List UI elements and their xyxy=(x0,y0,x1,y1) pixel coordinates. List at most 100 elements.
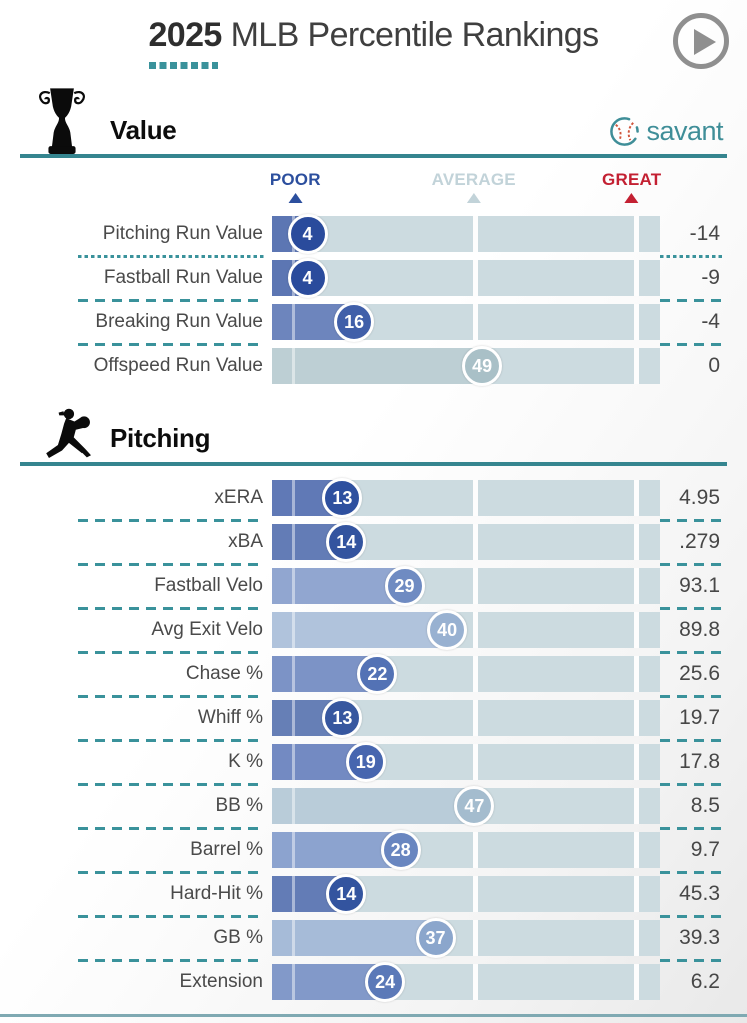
metric-row: xERA 13 4.95 xyxy=(0,476,747,522)
percentile-badge: 13 xyxy=(322,698,363,738)
metric-label: Fastball Velo xyxy=(154,575,263,596)
average-arrow-icon xyxy=(466,193,481,203)
track-divider-50 xyxy=(472,656,478,692)
percentile-bar[interactable]: 14 xyxy=(272,522,660,562)
savant-logo-text: savant xyxy=(646,116,723,146)
play-button[interactable] xyxy=(673,13,729,69)
scale-great: GREAT xyxy=(602,170,661,203)
metric-value: 0 xyxy=(708,354,720,377)
track-divider-50 xyxy=(472,216,478,252)
track-divider-50 xyxy=(472,304,478,340)
track-divider-50 xyxy=(472,832,478,868)
bar-fill xyxy=(272,348,485,384)
poor-arrow-icon xyxy=(288,193,303,203)
track-divider-95 xyxy=(633,480,639,516)
metric-label: Extension xyxy=(179,971,263,992)
percentile-bar[interactable]: 14 xyxy=(272,874,660,914)
bar-fill xyxy=(272,568,407,604)
metric-label: Chase % xyxy=(185,663,263,684)
percentile-badge: 24 xyxy=(365,962,406,1002)
metric-row: Avg Exit Velo 40 89.8 xyxy=(0,608,747,654)
percentile-bar[interactable]: 37 xyxy=(272,918,660,958)
percentile-badge: 47 xyxy=(454,786,495,826)
page-title: 2025 MLB Percentile Rankings xyxy=(0,16,747,69)
metric-value: 19.7 xyxy=(679,706,720,729)
scale-average: AVERAGE xyxy=(432,170,516,203)
percentile-bar[interactable]: 19 xyxy=(272,742,660,782)
metric-value: 8.5 xyxy=(690,794,720,817)
title-text: MLB Percentile Rankings xyxy=(230,16,600,54)
section-title-pitching: Pitching xyxy=(110,423,211,453)
metric-label: Fastball Run Value xyxy=(103,267,263,288)
metric-row: Hard-Hit % 14 45.3 xyxy=(0,872,747,918)
metric-value: 39.3 xyxy=(679,926,720,949)
percentile-bar[interactable]: 13 xyxy=(272,698,660,738)
scale-poor: POOR xyxy=(270,170,321,203)
metric-row: K % 19 17.8 xyxy=(0,740,747,786)
metric-row: Chase % 22 25.6 xyxy=(0,652,747,698)
track-divider-95 xyxy=(633,700,639,736)
track-divider-95 xyxy=(633,612,639,648)
play-icon xyxy=(694,29,716,55)
metric-label: Offspeed Run Value xyxy=(93,355,263,376)
track-divider-95 xyxy=(633,744,639,780)
track-divider-95 xyxy=(633,348,639,384)
percentile-badge: 28 xyxy=(380,830,421,870)
percentile-bar[interactable]: 47 xyxy=(272,786,660,826)
percentile-bar[interactable]: 49 xyxy=(272,346,660,386)
percentile-bar[interactable]: 13 xyxy=(272,478,660,518)
title-year: 2025 xyxy=(148,16,222,69)
great-arrow-icon xyxy=(624,193,639,203)
percentile-bar[interactable]: 29 xyxy=(272,566,660,606)
scale-poor-label: POOR xyxy=(269,170,321,189)
metric-value: 9.7 xyxy=(690,838,720,861)
track-divider-50 xyxy=(472,480,478,516)
metric-value: 4.95 xyxy=(679,486,720,509)
track-divider-95 xyxy=(633,964,639,1000)
pitching-rows: xERA 13 4.95 xBA 14 .279 Fastball Velo xyxy=(0,476,747,1004)
percentile-bar[interactable]: 40 xyxy=(272,610,660,650)
percentile-bar[interactable]: 28 xyxy=(272,830,660,870)
metric-row: Fastball Velo 29 93.1 xyxy=(0,564,747,610)
percentile-bar[interactable]: 24 xyxy=(272,962,660,1002)
metric-value: -14 xyxy=(689,222,720,245)
percentile-bar[interactable]: 4 xyxy=(272,214,660,254)
metric-row: Whiff % 13 19.7 xyxy=(0,696,747,742)
track-divider-50 xyxy=(472,524,478,560)
track-divider-95 xyxy=(633,656,639,692)
metric-row: Barrel % 28 9.7 xyxy=(0,828,747,874)
track-divider-50 xyxy=(472,744,478,780)
track-divider-95 xyxy=(633,920,639,956)
percentile-badge: 13 xyxy=(322,478,363,518)
bottom-rule xyxy=(0,1014,747,1017)
metric-label: Breaking Run Value xyxy=(95,311,263,332)
metric-row: Pitching Run Value 4 -14 xyxy=(0,212,747,258)
bar-track xyxy=(272,216,660,252)
page-header: 2025 MLB Percentile Rankings xyxy=(0,0,747,82)
percentile-badge: 14 xyxy=(326,522,367,562)
percentile-badge: 37 xyxy=(415,918,456,958)
track-divider-50 xyxy=(472,920,478,956)
metric-label: K % xyxy=(228,751,263,772)
metric-label: Hard-Hit % xyxy=(170,883,263,904)
metric-value: 25.6 xyxy=(679,662,720,685)
track-divider-95 xyxy=(633,832,639,868)
pitcher-icon xyxy=(40,405,102,472)
metric-value: -9 xyxy=(701,266,720,289)
track-divider-50 xyxy=(472,964,478,1000)
metric-value: 45.3 xyxy=(679,882,720,905)
savant-logo[interactable]: savant xyxy=(609,116,723,147)
metric-label: Pitching Run Value xyxy=(102,223,263,244)
metric-label: Avg Exit Velo xyxy=(151,619,263,640)
section-header-value: Value savant xyxy=(20,88,727,158)
bar-fill xyxy=(272,832,403,868)
percentile-bar[interactable]: 4 xyxy=(272,258,660,298)
percentile-bar[interactable]: 22 xyxy=(272,654,660,694)
percentile-bar[interactable]: 16 xyxy=(272,302,660,342)
bar-fill xyxy=(272,788,477,824)
metric-value: 89.8 xyxy=(679,618,720,641)
scale-great-label: GREAT xyxy=(602,170,662,189)
metric-label: xBA xyxy=(228,531,263,552)
metric-value: 17.8 xyxy=(679,750,720,773)
track-divider-50 xyxy=(472,260,478,296)
